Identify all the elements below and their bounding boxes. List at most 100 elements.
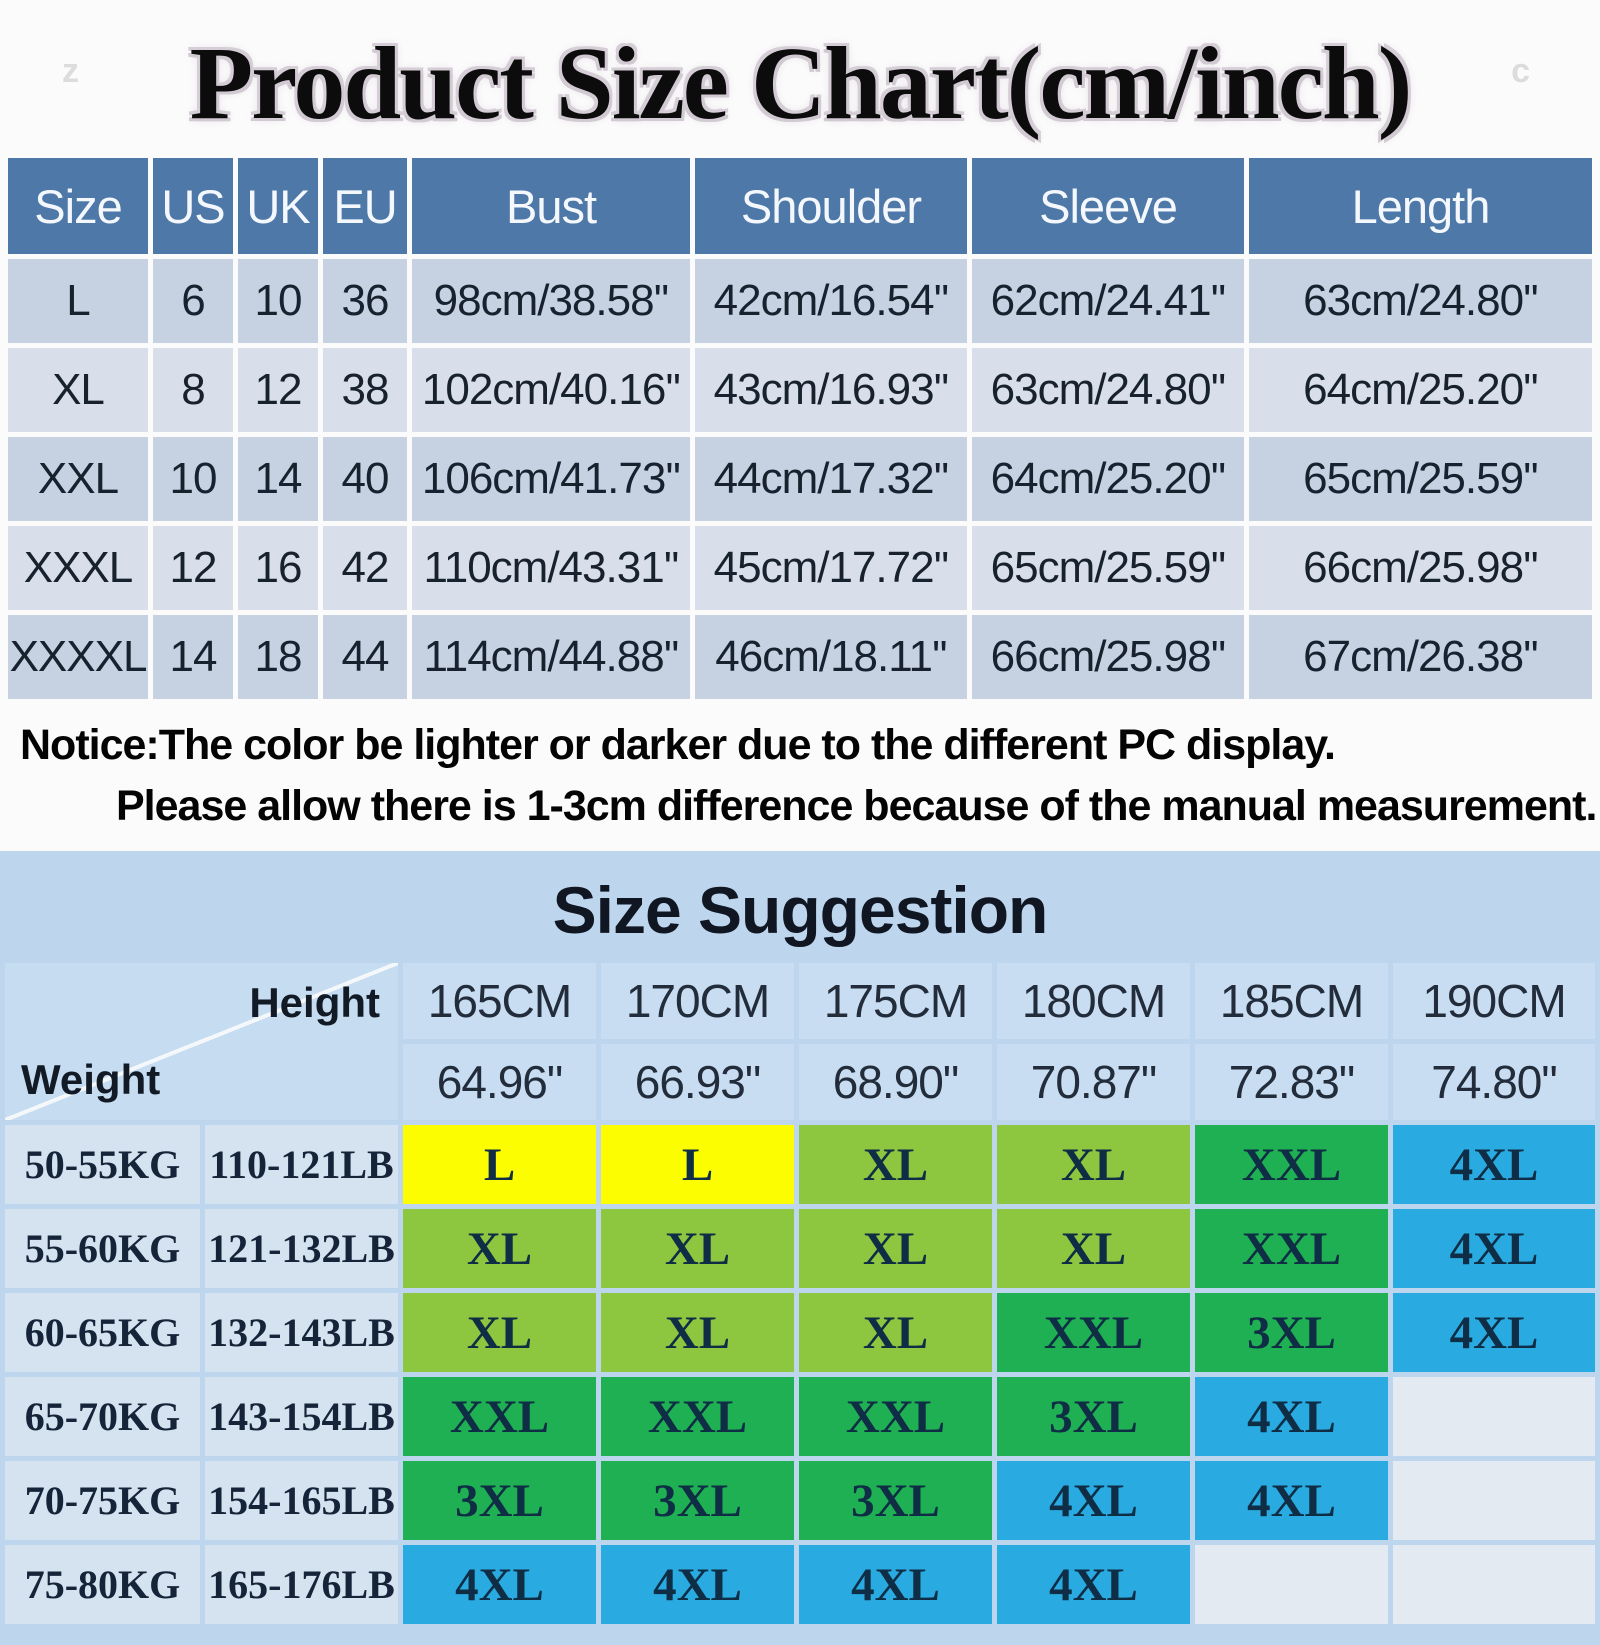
- size-table-cell: 42cm/16.54'': [695, 259, 967, 343]
- size-table-cell: XXL: [8, 437, 148, 521]
- height-inch-cell: 70.87": [997, 1044, 1190, 1121]
- size-table-header-cell: Size: [8, 158, 148, 254]
- height-inch-cell: 74.80": [1393, 1044, 1595, 1121]
- notice-line-1: Notice:The color be lighter or darker du…: [20, 721, 1336, 769]
- size-table-cell: 110cm/43.31'': [412, 526, 690, 610]
- suggested-size-cell: 4XL: [1195, 1377, 1388, 1457]
- size-suggestion-section: Size Suggestion Height Weight 165CM 170CM…: [0, 851, 1600, 1645]
- height-cm-cell: 180CM: [997, 963, 1190, 1040]
- height-cm-cell: 185CM: [1195, 963, 1388, 1040]
- size-table-cell: 40: [323, 437, 407, 521]
- suggested-size-cell: 4XL: [1195, 1461, 1388, 1541]
- suggested-size-cell: 3XL: [799, 1461, 992, 1541]
- size-table: Size US UK EU Bust Shoulder Sleeve Length L 6 10 36…: [8, 158, 1592, 699]
- weight-lb-cell: 143-154LB: [205, 1377, 398, 1457]
- suggested-size-cell: XL: [799, 1125, 992, 1205]
- suggested-size-cell: 3XL: [601, 1461, 794, 1541]
- size-table-header-cell: UK: [238, 158, 318, 254]
- size-table-cell: 12: [238, 348, 318, 432]
- weight-lb-cell: 165-176LB: [205, 1545, 398, 1625]
- size-table-cell: 62cm/24.41'': [972, 259, 1244, 343]
- suggested-size-cell: XL: [601, 1293, 794, 1373]
- suggested-size-cell: XL: [799, 1293, 992, 1373]
- suggested-size-cell: XXL: [403, 1377, 596, 1457]
- size-table-cell: 102cm/40.16'': [412, 348, 690, 432]
- weight-lb-cell: 154-165LB: [205, 1461, 398, 1541]
- height-cm-cell: 165CM: [403, 963, 596, 1040]
- size-table-cell: XL: [8, 348, 148, 432]
- suggested-size-cell: 4XL: [1393, 1125, 1595, 1205]
- size-table-cell: 46cm/18.11'': [695, 615, 967, 699]
- size-table-cell: 14: [153, 615, 233, 699]
- suggested-size-cell: XXL: [1195, 1125, 1388, 1205]
- suggested-size-cell: XXL: [799, 1377, 992, 1457]
- size-table-cell: 67cm/26.38'': [1249, 615, 1592, 699]
- size-table-cell: 44: [323, 615, 407, 699]
- height-cm-cell: 190CM: [1393, 963, 1595, 1040]
- suggested-size-cell: 3XL: [997, 1377, 1190, 1457]
- height-inch-cell: 64.96": [403, 1044, 596, 1121]
- weight-kg-cell: 50-55KG: [5, 1125, 200, 1205]
- size-table-cell: 106cm/41.73'': [412, 437, 690, 521]
- weight-kg-cell: 60-65KG: [5, 1293, 200, 1373]
- notice-block: Notice:The color be lighter or darker du…: [0, 699, 1600, 838]
- suggested-size-cell: 4XL: [601, 1545, 794, 1625]
- size-table-cell: XXXXL: [8, 615, 148, 699]
- weight-lb-cell: 121-132LB: [205, 1209, 398, 1289]
- size-table-cell: 6: [153, 259, 233, 343]
- weight-kg-cell: 65-70KG: [5, 1377, 200, 1457]
- height-inch-cell: 72.83": [1195, 1044, 1388, 1121]
- height-label: Height: [249, 979, 380, 1027]
- suggested-size-cell: L: [601, 1125, 794, 1205]
- suggested-size-cell: 4XL: [1393, 1293, 1595, 1373]
- weight-kg-cell: 70-75KG: [5, 1461, 200, 1541]
- suggested-size-cell: XL: [403, 1209, 596, 1289]
- suggested-size-cell: XL: [601, 1209, 794, 1289]
- size-table-header-cell: Sleeve: [972, 158, 1244, 254]
- watermark-right: c: [1511, 52, 1530, 90]
- size-table-cell: 10: [238, 259, 318, 343]
- size-suggestion-title: Size Suggestion: [552, 873, 1049, 948]
- size-table-cell: 65cm/25.59'': [972, 526, 1244, 610]
- suggestion-empty-cell: [1393, 1461, 1595, 1541]
- size-table-cell: 18: [238, 615, 318, 699]
- suggested-size-cell: XXL: [997, 1293, 1190, 1373]
- suggested-size-cell: 4XL: [1393, 1209, 1595, 1289]
- suggested-size-cell: 4XL: [997, 1545, 1190, 1625]
- suggested-size-cell: 3XL: [403, 1461, 596, 1541]
- height-cm-cell: 175CM: [799, 963, 992, 1040]
- height-inch-cell: 66.93": [601, 1044, 794, 1121]
- suggested-size-cell: XL: [799, 1209, 992, 1289]
- size-table-cell: 10: [153, 437, 233, 521]
- size-table-cell: 66cm/25.98'': [1249, 526, 1592, 610]
- weight-lb-cell: 132-143LB: [205, 1293, 398, 1373]
- size-table-cell: 63cm/24.80'': [972, 348, 1244, 432]
- suggested-size-cell: 3XL: [1195, 1293, 1388, 1373]
- size-table-cell: 114cm/44.88'': [412, 615, 690, 699]
- suggested-size-cell: XL: [403, 1293, 596, 1373]
- size-table-header-cell: Bust: [412, 158, 690, 254]
- size-suggestion-table: Height Weight 165CM 170CM 175CM 180CM 185CM 1…: [5, 963, 1595, 1625]
- size-table-cell: 63cm/24.80'': [1249, 259, 1592, 343]
- title-block: z Product Size Chart(cm/inch) c: [0, 0, 1600, 156]
- suggested-size-cell: XL: [997, 1209, 1190, 1289]
- size-table-header-cell: US: [153, 158, 233, 254]
- size-table-header-cell: EU: [323, 158, 407, 254]
- suggested-size-cell: 4XL: [403, 1545, 596, 1625]
- suggested-size-cell: XXL: [601, 1377, 794, 1457]
- height-weight-corner-cell: Height Weight: [5, 963, 398, 1121]
- suggested-size-cell: 4XL: [997, 1461, 1190, 1541]
- size-table-cell: 38: [323, 348, 407, 432]
- notice-line-2: Please allow there is 1-3cm difference b…: [116, 782, 1597, 831]
- weight-kg-cell: 55-60KG: [5, 1209, 200, 1289]
- size-table-cell: 65cm/25.59'': [1249, 437, 1592, 521]
- size-table-cell: 64cm/25.20'': [972, 437, 1244, 521]
- size-table-cell: 8: [153, 348, 233, 432]
- size-table-cell: 43cm/16.93'': [695, 348, 967, 432]
- size-table-cell: 12: [153, 526, 233, 610]
- size-table-header-cell: Shoulder: [695, 158, 967, 254]
- size-table-cell: XXXL: [8, 526, 148, 610]
- size-table-cell: 45cm/17.72'': [695, 526, 967, 610]
- size-table-cell: 98cm/38.58'': [412, 259, 690, 343]
- suggested-size-cell: XXL: [1195, 1209, 1388, 1289]
